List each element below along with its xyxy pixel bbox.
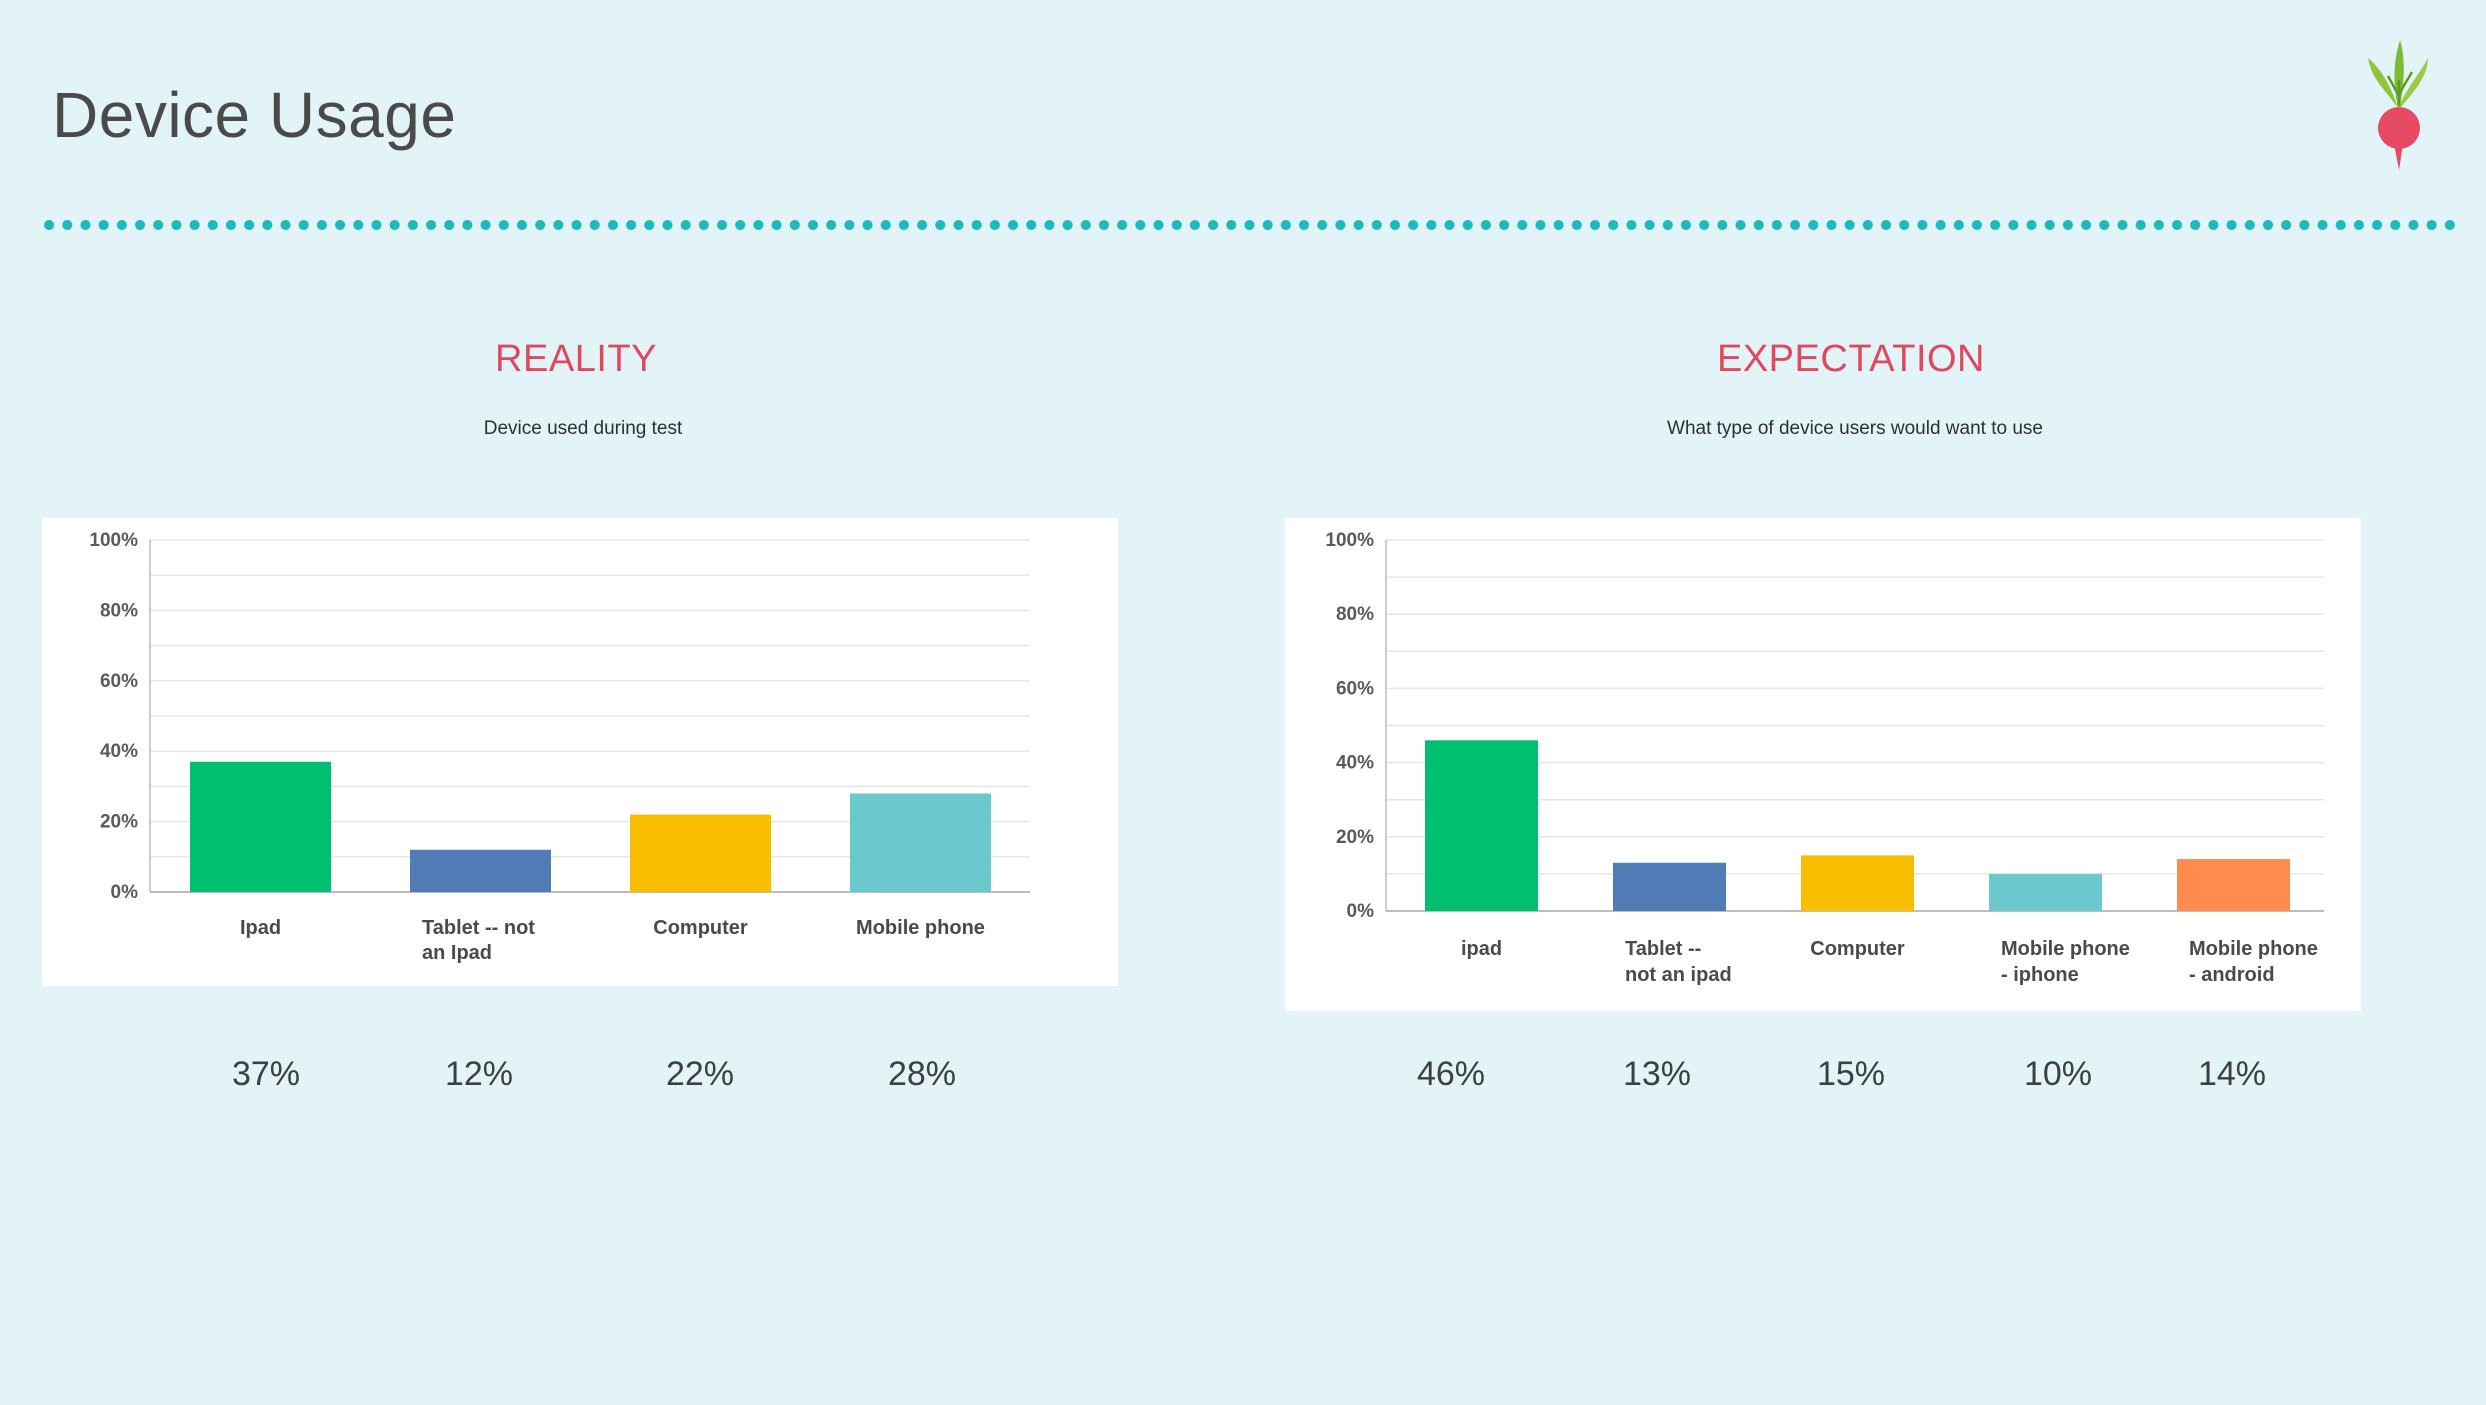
y-tick-label: 80% (100, 600, 138, 621)
y-tick-label: 20% (1336, 827, 1374, 848)
bar-chart-reality: 0% 20% 40% 60% 80% 100% Ipad Tablet -- not an Ip… (89, 530, 1030, 964)
value-label: 13% (1622, 1055, 1692, 1093)
y-tick-label: 0% (1347, 901, 1375, 922)
section-title-expectation: EXPECTATION (1716, 338, 1986, 380)
y-tick-label: 20% (100, 812, 138, 833)
bar (1801, 855, 1914, 911)
bar (190, 761, 331, 892)
x-tick-label: Ipad (240, 917, 281, 939)
section-subtitle-expectation: What type of device users would want to … (1667, 418, 2043, 439)
x-tick-label: Tablet -- (1625, 938, 1701, 960)
bar (1613, 862, 1726, 911)
y-tick-label: 100% (89, 530, 138, 551)
x-tick-label: Computer (653, 917, 748, 939)
bar (850, 793, 991, 892)
x-tick-label: ipad (1461, 938, 1502, 960)
y-tick-label: 0% (111, 882, 139, 903)
x-tick-label: Tablet -- not (422, 917, 535, 939)
value-label: 37% (231, 1055, 301, 1093)
bar (410, 849, 551, 892)
value-label: 28% (887, 1055, 957, 1093)
chart-card-expectation: 0% 20% 40% 60% 80% 100% ipad Tablet -- not an ip… (1285, 518, 2361, 1011)
x-tick-label: - iphone (2001, 964, 2079, 986)
value-label: 14% (2197, 1055, 2267, 1093)
bar (1425, 740, 1538, 911)
radish-icon (2368, 40, 2428, 170)
bar-chart-expectation: 0% 20% 40% 60% 80% 100% ipad Tablet -- not an ip… (1325, 530, 2324, 986)
value-label: 12% (444, 1055, 514, 1093)
y-tick-label: 60% (1336, 678, 1374, 699)
x-tick-label: - android (2189, 964, 2275, 986)
y-tick-label: 40% (1336, 753, 1374, 774)
x-tick-label: Computer (1810, 938, 1905, 960)
y-tick-label: 40% (100, 741, 138, 762)
bar (1989, 873, 2102, 911)
bar (630, 814, 771, 892)
value-label: 46% (1416, 1055, 1486, 1093)
y-tick-label: 80% (1336, 604, 1374, 625)
x-tick-label: Mobile phone (2001, 938, 2130, 960)
dotted-divider (40, 218, 2460, 232)
value-label: 10% (2023, 1055, 2093, 1093)
section-title-reality: REALITY (495, 338, 657, 380)
value-label: 15% (1816, 1055, 1886, 1093)
y-tick-label: 100% (1325, 530, 1374, 551)
x-tick-label: an Ipad (422, 942, 492, 964)
value-label: 22% (665, 1055, 735, 1093)
bar (2177, 859, 2290, 911)
x-tick-label: Mobile phone (856, 917, 985, 939)
slide-title: Device Usage (52, 79, 457, 151)
chart-card-reality: 0% 20% 40% 60% 80% 100% Ipad Tablet -- not an Ip… (42, 518, 1118, 986)
section-subtitle-reality: Device used during test (483, 418, 683, 439)
y-tick-label: 60% (100, 671, 138, 692)
x-tick-label: not an ipad (1625, 964, 1732, 986)
x-tick-label: Mobile phone (2189, 938, 2318, 960)
